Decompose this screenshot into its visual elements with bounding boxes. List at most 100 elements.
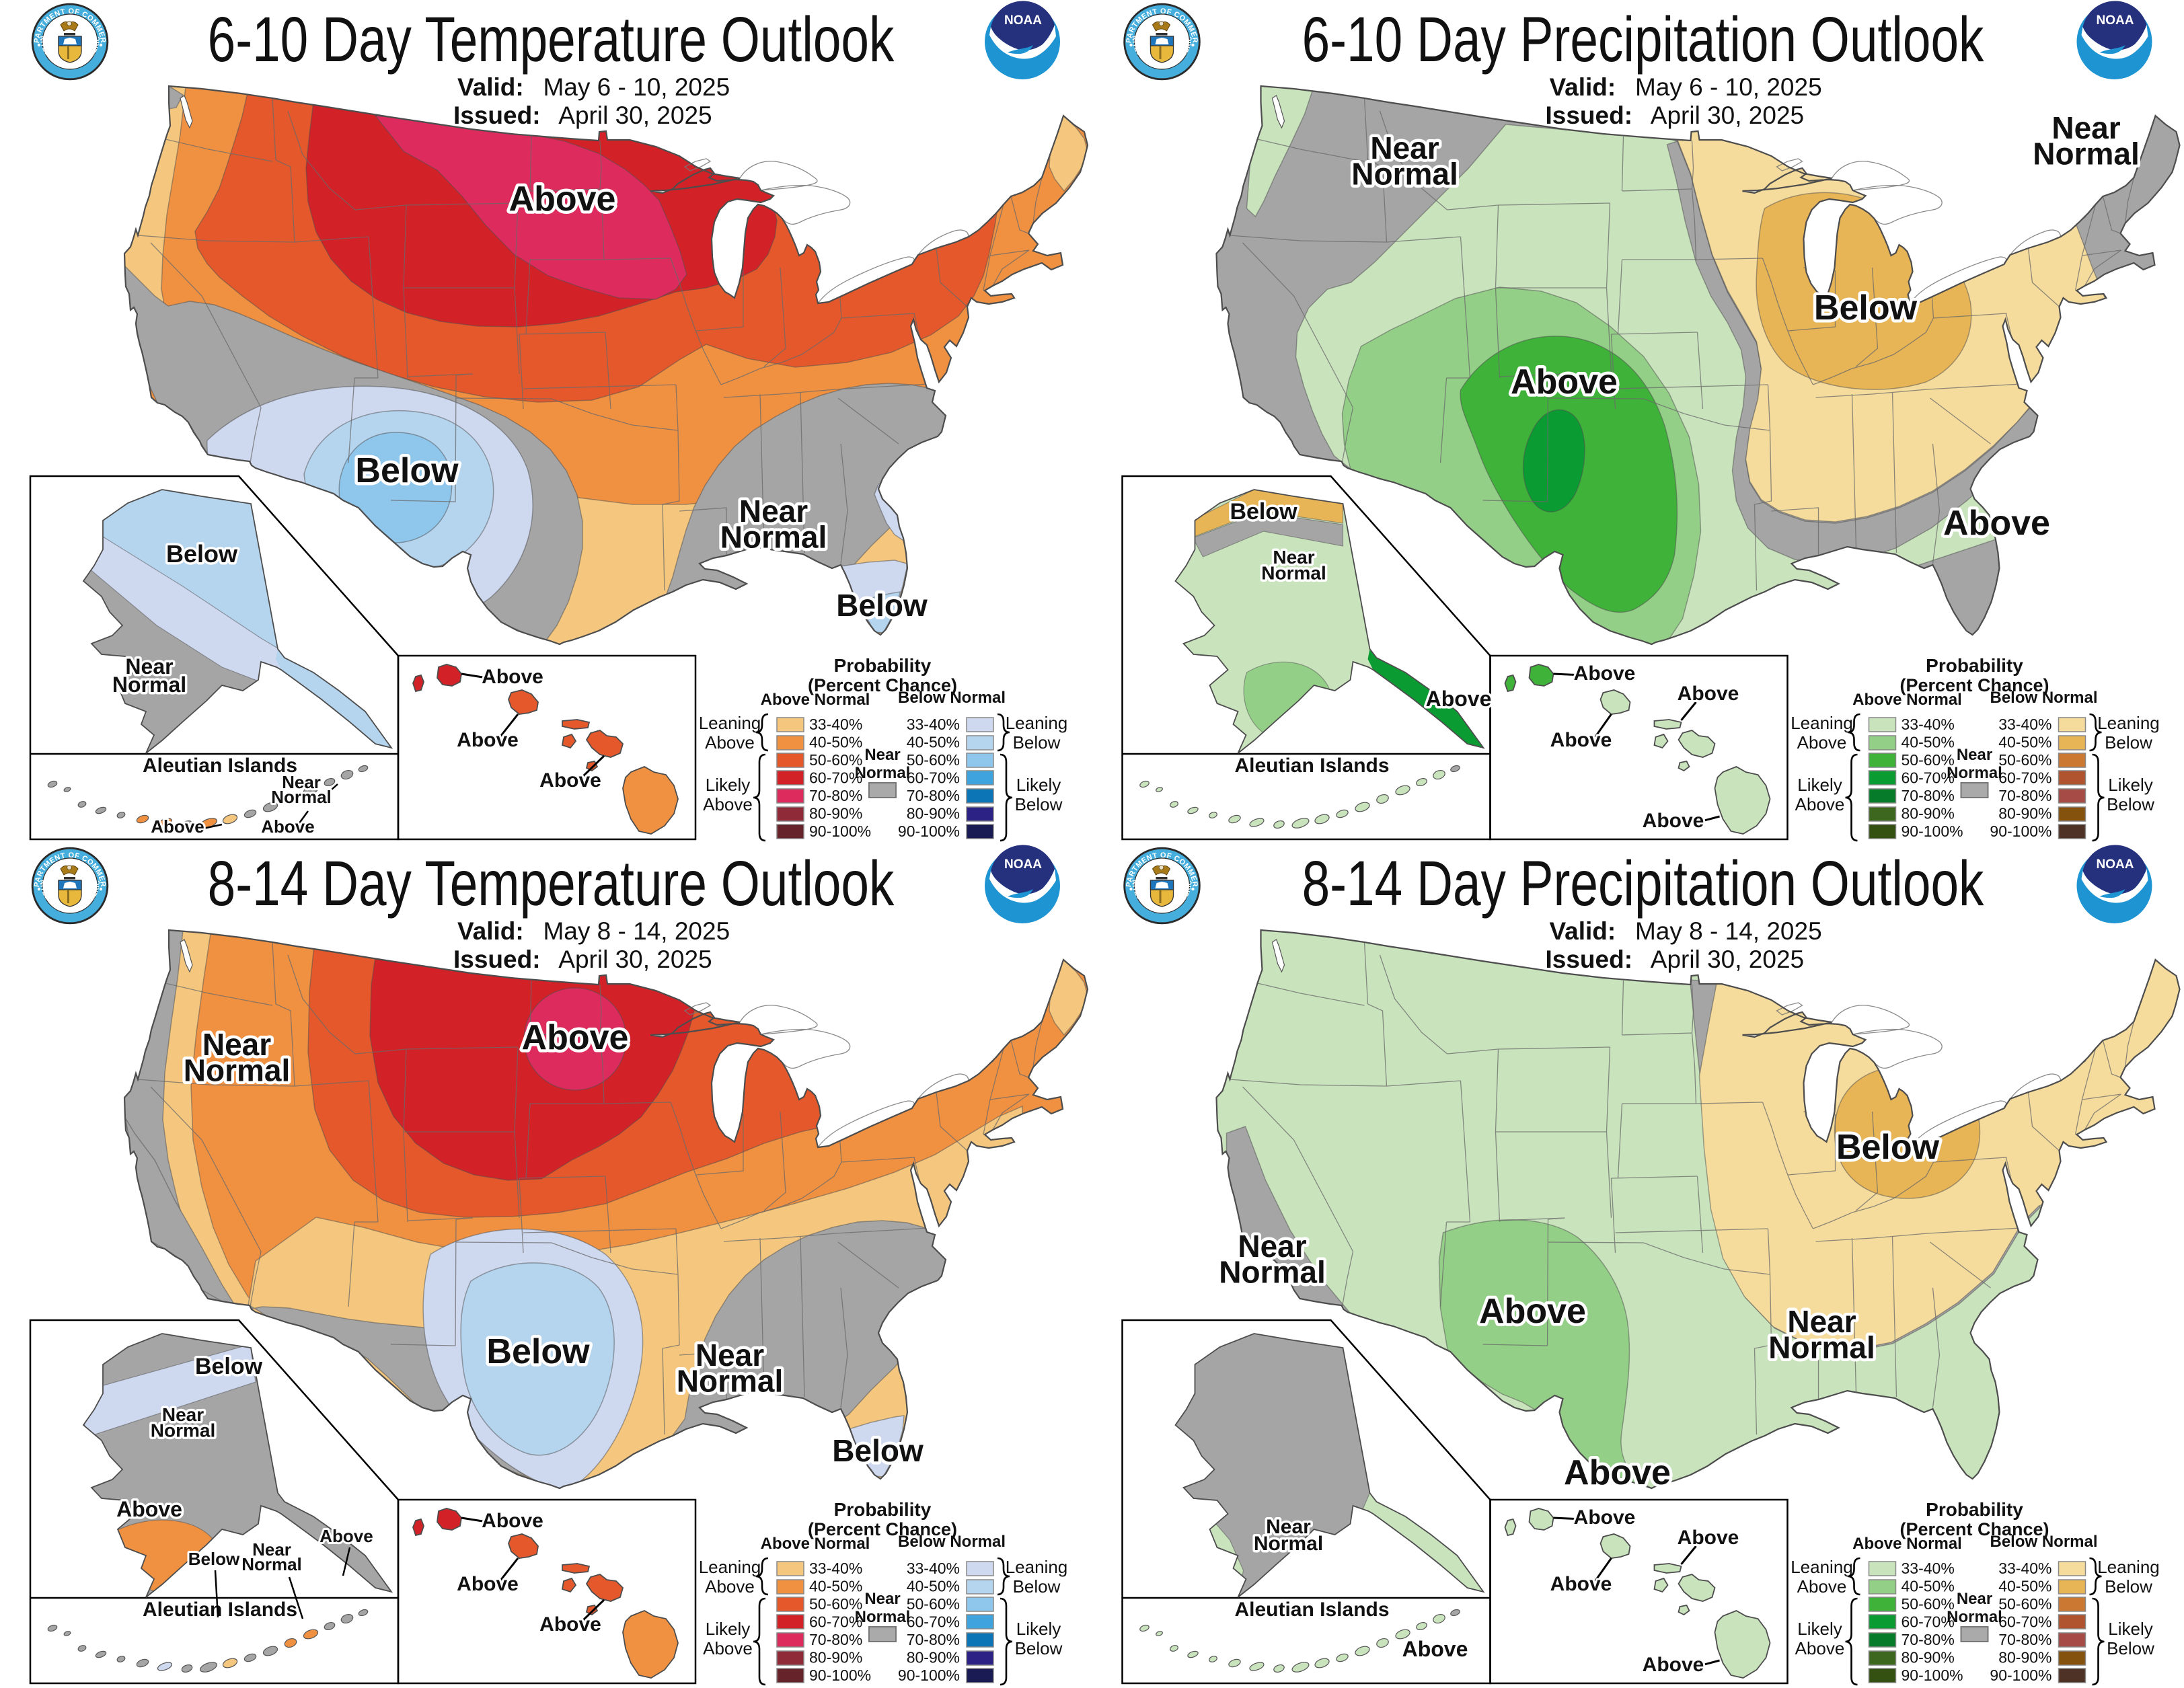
- svg-text:Above: Above: [522, 1018, 629, 1057]
- svg-text:60-70%: 60-70%: [809, 1613, 862, 1631]
- svg-text:80-90%: 80-90%: [907, 1649, 960, 1666]
- svg-text:Below: Below: [1814, 289, 1918, 328]
- svg-text:(Percent Chance): (Percent Chance): [808, 675, 957, 695]
- svg-text:Below: Below: [1013, 1576, 1061, 1597]
- svg-text:Below Normal: Below Normal: [1990, 1533, 2097, 1551]
- svg-text:50-60%: 50-60%: [1998, 751, 2051, 769]
- svg-text:Above: Above: [1511, 362, 1618, 401]
- svg-text:Above: Above: [539, 769, 601, 792]
- svg-text:8-14 Day Precipitation Outlook: 8-14 Day Precipitation Outlook: [1302, 849, 1984, 920]
- svg-text:Below: Below: [1836, 1128, 1940, 1167]
- svg-text:Normal: Normal: [1254, 1533, 1323, 1555]
- svg-text:90-100%: 90-100%: [898, 822, 960, 840]
- svg-text:Below: Below: [2105, 732, 2152, 753]
- svg-text:Near: Near: [1370, 130, 1439, 165]
- svg-text:Near: Near: [739, 494, 808, 529]
- svg-text:33-40%: 33-40%: [1998, 716, 2051, 733]
- svg-text:Near: Near: [252, 1539, 291, 1560]
- svg-text:80-90%: 80-90%: [1998, 1649, 2051, 1666]
- svg-text:Normal: Normal: [1768, 1330, 1875, 1365]
- svg-text:Above Normal: Above Normal: [1852, 1535, 1962, 1553]
- svg-text:Normal: Normal: [855, 764, 911, 782]
- svg-text:90-100%: 90-100%: [809, 822, 871, 840]
- svg-text:33-40%: 33-40%: [907, 1560, 960, 1577]
- svg-text:Normal: Normal: [184, 1053, 290, 1088]
- svg-text:Near: Near: [1266, 1516, 1311, 1538]
- svg-text:NOAA: NOAA: [1004, 13, 1042, 28]
- svg-text:50-60%: 50-60%: [809, 1595, 862, 1613]
- svg-text:Above: Above: [1574, 662, 1636, 685]
- svg-text:Above: Above: [1943, 504, 2050, 543]
- svg-text:33-40%: 33-40%: [1901, 1560, 1955, 1577]
- svg-text:50-60%: 50-60%: [1998, 1595, 2051, 1613]
- svg-text:Above: Above: [1678, 1527, 1739, 1549]
- svg-text:Normal: Normal: [151, 1420, 215, 1441]
- svg-text:Above: Above: [1643, 810, 1704, 832]
- svg-text:Below: Below: [355, 451, 459, 490]
- svg-text:Valid: May 6 - 10, 2025: Valid: May 6 - 10, 2025: [1550, 73, 1822, 101]
- svg-text:Normal: Normal: [2033, 137, 2139, 171]
- svg-text:Aleutian Islands: Aleutian Islands: [143, 1599, 297, 1621]
- svg-text:70-80%: 70-80%: [809, 787, 862, 804]
- svg-text:40-50%: 40-50%: [1901, 1578, 1955, 1595]
- svg-text:Likely: Likely: [1016, 775, 1061, 795]
- svg-text:Above: Above: [482, 1510, 543, 1532]
- svg-text:Likely: Likely: [2108, 1619, 2152, 1639]
- svg-text:Issued: April 30, 2025: Issued: April 30, 2025: [1546, 102, 1805, 129]
- svg-text:Normal: Normal: [1947, 764, 2002, 782]
- svg-text:Aleutian Islands: Aleutian Islands: [1234, 1599, 1389, 1621]
- svg-text:70-80%: 70-80%: [1998, 787, 2051, 804]
- svg-text:Near: Near: [162, 1404, 204, 1425]
- svg-text:40-50%: 40-50%: [809, 734, 862, 751]
- svg-text:6-10 Day Temperature Outlook: 6-10 Day Temperature Outlook: [208, 5, 895, 76]
- svg-text:33-40%: 33-40%: [1998, 1560, 2051, 1577]
- svg-text:40-50%: 40-50%: [1998, 1578, 2051, 1595]
- svg-text:40-50%: 40-50%: [907, 1578, 960, 1595]
- svg-text:Below: Below: [1230, 499, 1297, 525]
- svg-text:Below: Below: [1015, 794, 1063, 814]
- svg-text:90-100%: 90-100%: [1901, 822, 1963, 840]
- svg-text:Below: Below: [188, 1549, 240, 1569]
- svg-text:NOAA: NOAA: [1004, 857, 1042, 872]
- svg-text:Above: Above: [1550, 1573, 1612, 1595]
- svg-text:60-70%: 60-70%: [1998, 769, 2051, 787]
- svg-text:Above: Above: [703, 794, 753, 814]
- svg-text:50-60%: 50-60%: [809, 751, 862, 769]
- svg-text:Normal: Normal: [720, 520, 827, 555]
- svg-text:Above: Above: [1574, 1506, 1636, 1529]
- svg-text:Likely: Likely: [1016, 1619, 1061, 1639]
- svg-text:(Percent Chance): (Percent Chance): [1899, 675, 2049, 695]
- svg-text:Above: Above: [1678, 683, 1739, 705]
- svg-text:50-60%: 50-60%: [907, 751, 960, 769]
- svg-text:70-80%: 70-80%: [1901, 787, 1955, 804]
- svg-text:Normal: Normal: [677, 1364, 783, 1399]
- svg-text:Above: Above: [1550, 729, 1612, 751]
- svg-text:Leaning: Leaning: [2097, 713, 2160, 733]
- svg-text:Leaning: Leaning: [1791, 713, 1853, 733]
- svg-text:Aleutian Islands: Aleutian Islands: [1234, 755, 1389, 777]
- svg-text:90-100%: 90-100%: [898, 1666, 960, 1684]
- svg-text:Above: Above: [705, 732, 755, 753]
- svg-text:Above: Above: [319, 1526, 373, 1546]
- svg-text:70-80%: 70-80%: [1901, 1631, 1955, 1648]
- svg-text:Above: Above: [151, 816, 204, 837]
- svg-text:Below Normal: Below Normal: [898, 689, 1006, 707]
- svg-text:Below: Below: [2105, 1576, 2152, 1597]
- svg-text:40-50%: 40-50%: [1998, 734, 2051, 751]
- svg-text:Probability: Probability: [834, 1499, 932, 1520]
- svg-text:(Percent Chance): (Percent Chance): [808, 1519, 957, 1539]
- svg-text:50-60%: 50-60%: [1901, 1595, 1955, 1613]
- svg-text:80-90%: 80-90%: [1901, 1649, 1955, 1666]
- svg-text:Likely: Likely: [706, 1619, 750, 1639]
- svg-text:Above: Above: [116, 1497, 182, 1521]
- svg-text:Above: Above: [539, 1613, 601, 1636]
- svg-text:Probability: Probability: [1926, 1499, 2023, 1520]
- svg-text:Leaning: Leaning: [699, 1557, 761, 1577]
- svg-text:Issued: April 30, 2025: Issued: April 30, 2025: [453, 946, 712, 973]
- svg-text:Above: Above: [703, 1638, 753, 1658]
- svg-text:Above: Above: [261, 816, 314, 837]
- svg-text:NOAA: NOAA: [2097, 13, 2134, 28]
- svg-text:80-90%: 80-90%: [1998, 805, 2051, 822]
- svg-text:Leaning: Leaning: [1006, 713, 1068, 733]
- svg-text:Near: Near: [202, 1027, 271, 1062]
